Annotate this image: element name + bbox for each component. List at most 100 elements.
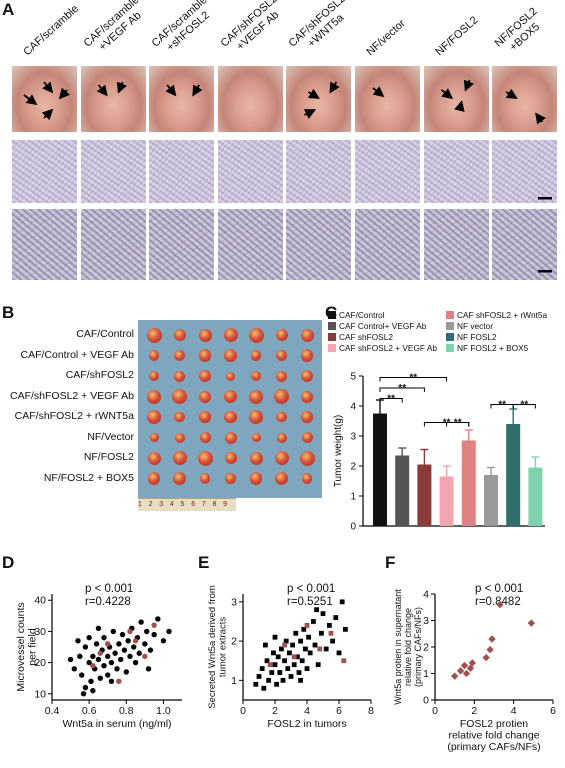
tumor <box>276 370 287 382</box>
legend-swatch <box>446 322 454 330</box>
significance-bracket <box>512 404 536 409</box>
data-point <box>145 666 152 672</box>
y-tick-label: 40 <box>34 595 46 607</box>
data-point <box>147 647 154 653</box>
data-point <box>67 656 74 663</box>
legend-label: CAF shFOSL2 <box>339 332 393 342</box>
tumor <box>301 411 313 423</box>
data-point <box>304 623 310 628</box>
y-tick-label: 5 <box>350 372 356 383</box>
legend-swatch <box>446 344 454 352</box>
data-point <box>97 675 103 681</box>
tumor <box>147 389 161 404</box>
data-point <box>90 687 96 694</box>
data-point <box>105 641 111 647</box>
tumor <box>147 410 161 424</box>
y-axis-label: tumor extracts <box>218 617 229 677</box>
tumor <box>149 371 159 381</box>
data-point <box>496 600 504 609</box>
stat-label: p < 0.001 <box>287 583 335 595</box>
bar <box>373 413 387 526</box>
histology-image-high <box>355 209 420 280</box>
histology-image-low <box>423 140 489 203</box>
tumor <box>199 473 211 484</box>
data-point <box>272 634 278 640</box>
data-point <box>90 653 96 660</box>
panel-label-d: D <box>2 553 15 572</box>
legend-label: CAF/Control <box>339 310 385 320</box>
y-axis-label: (primary CAFs/NFs) <box>413 607 423 687</box>
data-point <box>488 635 496 643</box>
significance-label: ** <box>454 418 462 429</box>
data-point <box>259 666 265 671</box>
y-tick-label: 0 <box>350 522 356 533</box>
y-tick-label: 1 <box>350 492 356 503</box>
arrow-marker <box>535 112 546 125</box>
data-point <box>105 653 111 660</box>
histology-image-low <box>492 140 558 203</box>
data-point <box>296 670 302 675</box>
data-point <box>282 642 287 648</box>
tumor <box>173 349 186 362</box>
legend-label: NF FOSL2 <box>457 332 497 342</box>
x-tick-label: 4 <box>511 705 517 717</box>
data-point <box>283 638 289 644</box>
legend-label: CAF shFOSL2 + rWnt5a <box>457 310 548 320</box>
significance-label: ** <box>409 373 417 384</box>
stat-label: r=0.5251 <box>287 596 333 608</box>
data-point <box>114 666 120 672</box>
mouse-tumor-photo <box>80 66 146 132</box>
y-axis-label: Tumor weight(g) <box>333 415 344 487</box>
x-tick-label: 0 <box>240 705 246 717</box>
data-point <box>264 658 270 664</box>
bar <box>395 455 410 526</box>
data-point <box>327 623 332 628</box>
data-point <box>125 638 131 644</box>
bar <box>484 475 498 526</box>
panel-label-a: A <box>2 0 15 19</box>
histology-image-low <box>217 140 283 203</box>
data-point <box>272 662 278 668</box>
y-tick-label: 4 <box>350 402 356 413</box>
data-point <box>118 656 124 663</box>
tumor <box>174 370 185 382</box>
tumor <box>149 433 159 442</box>
significance-bracket <box>379 387 425 392</box>
tumor-row-label: CAF/shFOSL2 <box>65 369 134 381</box>
tumor-row-label: NF/Vector <box>87 430 134 443</box>
arrow-marker <box>307 88 320 99</box>
data-point <box>271 650 276 656</box>
y-axis-label: Secreted Wnt5a derived from <box>207 585 218 709</box>
data-point <box>121 647 128 653</box>
mouse-tumor-photo <box>355 66 420 132</box>
mouse-tumor-photo <box>492 66 558 132</box>
data-point <box>112 650 118 656</box>
data-point <box>160 638 167 644</box>
bar <box>506 424 521 526</box>
tumor <box>300 349 314 362</box>
bar <box>528 467 543 526</box>
data-point <box>108 659 115 666</box>
tumor <box>301 432 313 443</box>
data-point <box>341 658 347 664</box>
histology-image-low <box>286 140 352 203</box>
data-point <box>86 659 92 666</box>
significance-bracket <box>379 377 448 382</box>
axis-line <box>51 594 182 701</box>
y-axis-label: relative fold change <box>403 608 413 686</box>
data-point <box>298 677 303 683</box>
arrow-marker <box>454 100 465 113</box>
data-point <box>306 634 311 640</box>
data-point <box>127 653 133 660</box>
tumor <box>198 328 212 342</box>
data-point <box>75 638 81 644</box>
tumor <box>300 328 314 342</box>
arrow-marker <box>42 81 54 94</box>
y-axis-label: Microvessel counts <box>15 602 27 691</box>
data-point <box>132 638 139 644</box>
tumor <box>172 451 187 465</box>
legend-label: CAF shFOSL2 + VEGF Ab <box>339 343 437 353</box>
x-axis-label: (primary CAFs/NFs) <box>447 741 540 753</box>
data-point <box>86 634 92 641</box>
x-axis-label: relative fold change <box>448 730 539 742</box>
